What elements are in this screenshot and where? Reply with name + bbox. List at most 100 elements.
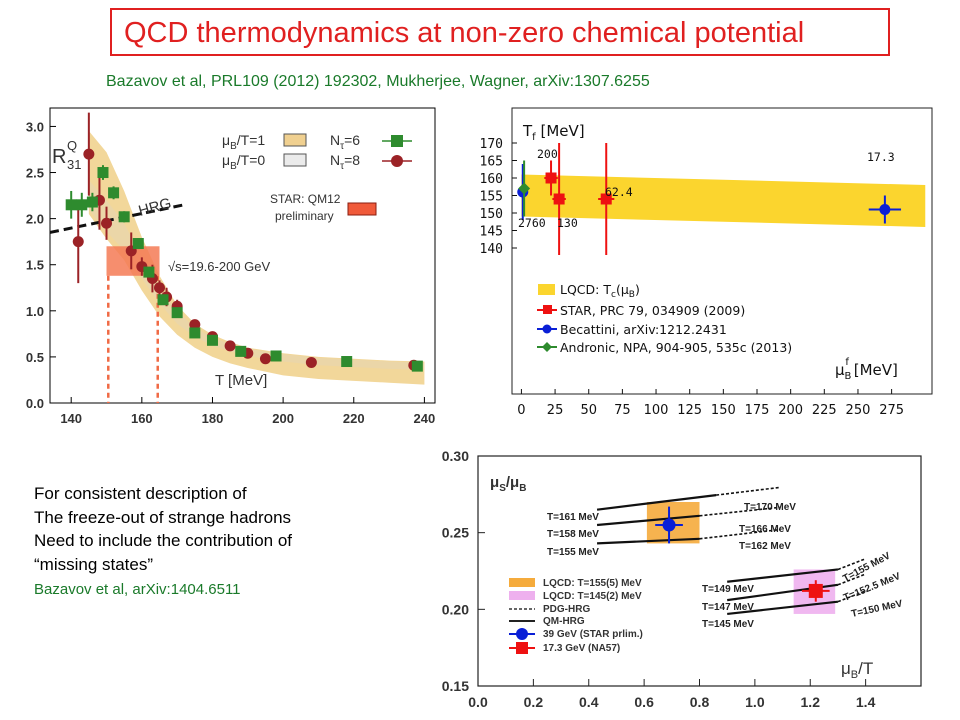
legend-39gev-marker [516, 628, 528, 640]
references-line: Bazavov et al, PRL109 (2012) 192302, Muk… [106, 73, 650, 90]
nt6-point [86, 196, 98, 208]
nt8-point [72, 236, 84, 248]
x-axis-label: μBf [MeV] [835, 357, 898, 382]
note-line: Need to include the contribution of [34, 531, 293, 550]
y-tick-label: 160 [480, 172, 503, 187]
y-tick-label: 1.5 [26, 258, 44, 273]
legend-star-swatch [347, 202, 377, 216]
nt8-point [83, 148, 95, 160]
qm-hrg-line [596, 494, 717, 511]
y-axis-label-sup: Q [67, 138, 77, 153]
x-tick-label: 150 [711, 403, 736, 418]
note-text: For consistent description of The freeze… [34, 482, 292, 602]
nt8-point [153, 282, 165, 294]
nt6-point [118, 211, 130, 223]
nt8-point [101, 217, 113, 229]
nt6-point [157, 294, 169, 306]
lqcd-band [521, 174, 926, 227]
x-tick-label: 1.4 [856, 694, 876, 710]
pdg-hrg-line [699, 528, 780, 540]
x-tick-label: 100 [644, 403, 669, 418]
legend-andronic-marker [542, 342, 552, 352]
legend-lqcd145-label: LQCD: T=145(2) MeV [543, 591, 642, 602]
legend-star-line1: STAR: QM12 [270, 192, 341, 206]
legend-pdg-label: PDG-HRG [543, 604, 590, 615]
y-tick-label: 155 [480, 190, 503, 205]
y-tick-label: 150 [480, 207, 503, 222]
nt6-point [206, 334, 218, 346]
y-axis-label: R [52, 146, 66, 168]
legend-band0-label: μB/T=0 [222, 152, 265, 172]
nt8-point [305, 356, 317, 368]
x-tick-label: 140 [60, 411, 82, 426]
freezeout-temperature-chart: 140 145 150 155 160 165 170 0 25 50 75 100 125 150 175… [480, 107, 933, 418]
x-tick-label: 180 [202, 411, 224, 426]
nt8-point [189, 319, 201, 331]
temperature-label: T=166 MeV [739, 524, 791, 535]
legend-becattini-label: Becattini, arXiv:1212.2431 [560, 322, 727, 337]
legend-band0-swatch [283, 153, 307, 167]
legend-qm-label: QM-HRG [543, 616, 585, 627]
nt6-point [235, 345, 247, 357]
y-axis-label: μS/μB [490, 474, 526, 494]
temperature-label: T=149 MeV [702, 584, 754, 595]
x-axis-label: μB/T [841, 659, 873, 681]
legend-star-line2: preliminary [275, 209, 334, 223]
legend-andronic-label: Andronic, NPA, 904-905, 535c (2013) [560, 340, 792, 355]
x-tick-label: 0.6 [634, 694, 654, 710]
star-point [553, 193, 565, 205]
x-tick-label: 25 [547, 403, 564, 418]
x-tick-label: 160 [131, 411, 153, 426]
nt6-point [143, 266, 155, 278]
legend-nt6-label: Nτ=6 [330, 132, 360, 152]
nt6-point [171, 307, 183, 319]
temperature-label: T=145 MeV [702, 619, 754, 630]
note-line: “missing states” [34, 554, 154, 574]
temperature-label: T=170 MeV [744, 502, 796, 513]
x-tick-label: 0.8 [690, 694, 710, 710]
note-line: The freeze-out of strange hadrons [34, 507, 292, 527]
y-tick-label: 0.0 [26, 396, 44, 411]
plot-frame [477, 455, 922, 687]
energy-label: 17.3 [867, 150, 895, 164]
star-point [545, 172, 557, 184]
y-tick-label: 0.15 [442, 678, 469, 694]
x-axis-label: T [MeV] [215, 372, 267, 389]
star-39gev-point [662, 518, 676, 532]
note-reference: Bazavov et al, arXiv:1404.6511 [34, 581, 241, 598]
slide-title: QCD thermodynamics at non-zero chemical … [124, 17, 805, 49]
y-axis-label-sub: 31 [67, 157, 81, 172]
y-axis-label: Tf [MeV] [522, 122, 585, 143]
legend: LQCD: T=155(5) MeV LQCD: T=145(2) MeV PD… [509, 578, 643, 654]
pdg-hrg-line [716, 486, 780, 496]
temperature-label: T=147 MeV [702, 602, 754, 613]
y-tick-label: 1.0 [26, 304, 44, 319]
y-tick-label: 2.0 [26, 212, 44, 227]
x-tick-label: 175 [745, 403, 770, 418]
x-tick-label: 220 [343, 411, 365, 426]
energy-label: 2760 [518, 216, 546, 230]
y-tick-label: 0.25 [442, 525, 469, 541]
x-tick-label: 225 [812, 403, 837, 418]
nt6-point [108, 187, 120, 199]
temperature-label: T=158 MeV [547, 529, 599, 540]
nt6-point [76, 199, 88, 211]
x-tick-label: 0 [517, 403, 525, 418]
nt6-point [341, 356, 353, 368]
x-tick-label: 250 [846, 403, 871, 418]
x-tick-label: 1.0 [745, 694, 765, 710]
y-tick-label: 0.5 [26, 350, 44, 365]
energy-label: 200 [537, 147, 558, 161]
nt6-point [65, 199, 77, 211]
legend-band1-swatch [283, 133, 307, 147]
nt6-point [132, 238, 144, 250]
legend-star-label: STAR, PRC 79, 034909 (2009) [560, 303, 745, 318]
qm-hrg-line [597, 537, 700, 545]
energy-label: 62.4 [605, 185, 633, 199]
legend-lqcd155-label: LQCD: T=155(5) MeV [543, 578, 642, 589]
legend-lqcd145-swatch [509, 591, 535, 600]
band-mub-t1 [88, 131, 425, 385]
y-tick-label: 165 [480, 155, 503, 170]
legend: LQCD: Tc(μB) STAR, PRC 79, 034909 (2009)… [537, 282, 792, 355]
